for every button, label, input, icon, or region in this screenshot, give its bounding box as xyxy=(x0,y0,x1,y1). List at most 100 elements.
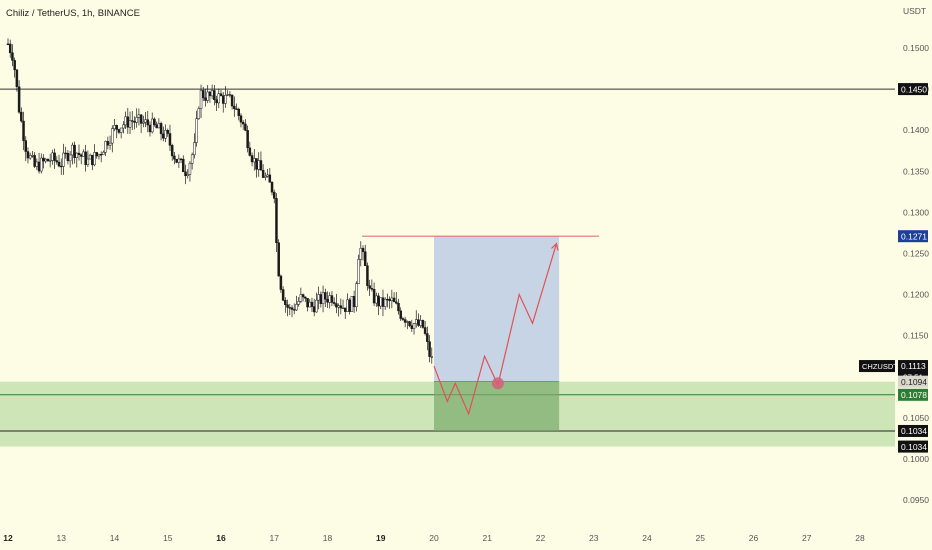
candle-body xyxy=(426,333,429,342)
position-profit-zone xyxy=(434,236,560,382)
candle-body xyxy=(233,105,236,110)
candle-body xyxy=(153,118,156,125)
candle-body xyxy=(204,97,207,101)
candle-body xyxy=(395,301,398,304)
x-tick-label: 28 xyxy=(855,533,865,543)
candle-body xyxy=(279,275,283,290)
candle-body xyxy=(55,160,59,163)
candle-body xyxy=(368,285,371,289)
candle-body xyxy=(366,265,369,286)
last-price-label: 0.1113 xyxy=(901,361,926,371)
candle-body xyxy=(228,94,232,96)
candle-body xyxy=(68,154,72,162)
candle-body xyxy=(206,91,209,101)
y-tick-label: 0.1250 xyxy=(903,248,929,258)
position-stop-zone xyxy=(434,381,560,431)
candle-body xyxy=(344,307,347,312)
candle-body xyxy=(64,152,67,155)
candle-body xyxy=(135,117,138,123)
x-tick-label: 12 xyxy=(3,533,13,543)
candle-body xyxy=(188,163,192,175)
candle-body xyxy=(177,158,181,163)
candle-body xyxy=(415,319,418,324)
candle-body xyxy=(51,152,54,161)
candle-body xyxy=(11,52,14,61)
candle-body xyxy=(346,299,349,312)
candle-body xyxy=(315,299,318,313)
candle-body xyxy=(215,99,218,104)
candle-body xyxy=(412,323,416,329)
axis-price-label-bg xyxy=(898,440,928,453)
candle-body xyxy=(221,95,225,104)
y-tick-label: 0.1300 xyxy=(903,207,929,217)
candle-body xyxy=(341,307,345,310)
axis-price-label-bg xyxy=(898,424,928,437)
candle-body xyxy=(417,319,420,326)
candle-body xyxy=(144,119,147,123)
candles xyxy=(6,38,434,364)
y-tick-label: 0.1000 xyxy=(903,454,929,464)
candle-body xyxy=(24,140,27,152)
candle-body xyxy=(388,299,391,302)
target-price-label: 0.1271 xyxy=(901,231,927,241)
candle-body xyxy=(295,304,298,311)
candle-body xyxy=(264,175,267,178)
candle-body xyxy=(423,327,427,334)
candle-body xyxy=(403,319,407,323)
candle-body xyxy=(157,123,161,129)
candle-body xyxy=(182,158,185,173)
candle-body xyxy=(328,295,331,303)
candle-body xyxy=(53,152,56,161)
candle-body xyxy=(273,191,276,199)
candle-body xyxy=(337,305,340,308)
x-tick-label: 20 xyxy=(429,533,439,543)
candle-body xyxy=(286,304,289,308)
resistance-price-label-bg xyxy=(898,83,928,96)
candle-body xyxy=(199,90,203,109)
candle-body xyxy=(186,174,189,177)
resistance-price-label: 0.1450 xyxy=(901,84,927,94)
candle-body xyxy=(175,158,178,163)
candle-body xyxy=(179,158,183,161)
candle-body xyxy=(217,93,221,104)
candle-body xyxy=(350,295,354,312)
candle-body xyxy=(275,198,278,243)
candle-body xyxy=(257,160,260,170)
candle-body xyxy=(253,158,256,163)
candle-body xyxy=(197,108,201,119)
candle-body xyxy=(250,155,254,163)
candle-body xyxy=(73,144,76,158)
y-tick-label: 0.0950 xyxy=(903,495,929,505)
candle-body xyxy=(241,121,245,125)
candle-body xyxy=(410,325,414,329)
candle-body xyxy=(142,121,145,124)
candle-body xyxy=(173,155,176,160)
x-tick-label: 27 xyxy=(802,533,812,543)
candle-body xyxy=(115,125,118,130)
candle-body xyxy=(352,295,356,308)
x-tick-label: 15 xyxy=(163,533,173,543)
candle-body xyxy=(104,141,107,153)
candle-body xyxy=(42,157,45,162)
candle-body xyxy=(224,95,227,104)
x-tick-label: 16 xyxy=(216,533,226,543)
x-tick-label: 23 xyxy=(589,533,599,543)
axis-price-label: 0.1034 xyxy=(901,442,927,452)
candle-body xyxy=(77,152,81,156)
candle-body xyxy=(359,247,363,260)
candle-body xyxy=(168,133,172,146)
candle-body xyxy=(401,318,405,320)
candle-body xyxy=(44,158,47,162)
candle-body xyxy=(102,151,105,155)
candle-body xyxy=(166,130,169,134)
candle-body xyxy=(248,147,252,156)
candle-body xyxy=(119,127,123,133)
candle-body xyxy=(339,305,343,309)
candle-body xyxy=(246,130,249,149)
candle-body xyxy=(430,356,434,358)
candle-body xyxy=(28,155,32,159)
candle-body xyxy=(317,294,320,301)
candle-body xyxy=(255,158,258,170)
candle-body xyxy=(375,295,378,304)
